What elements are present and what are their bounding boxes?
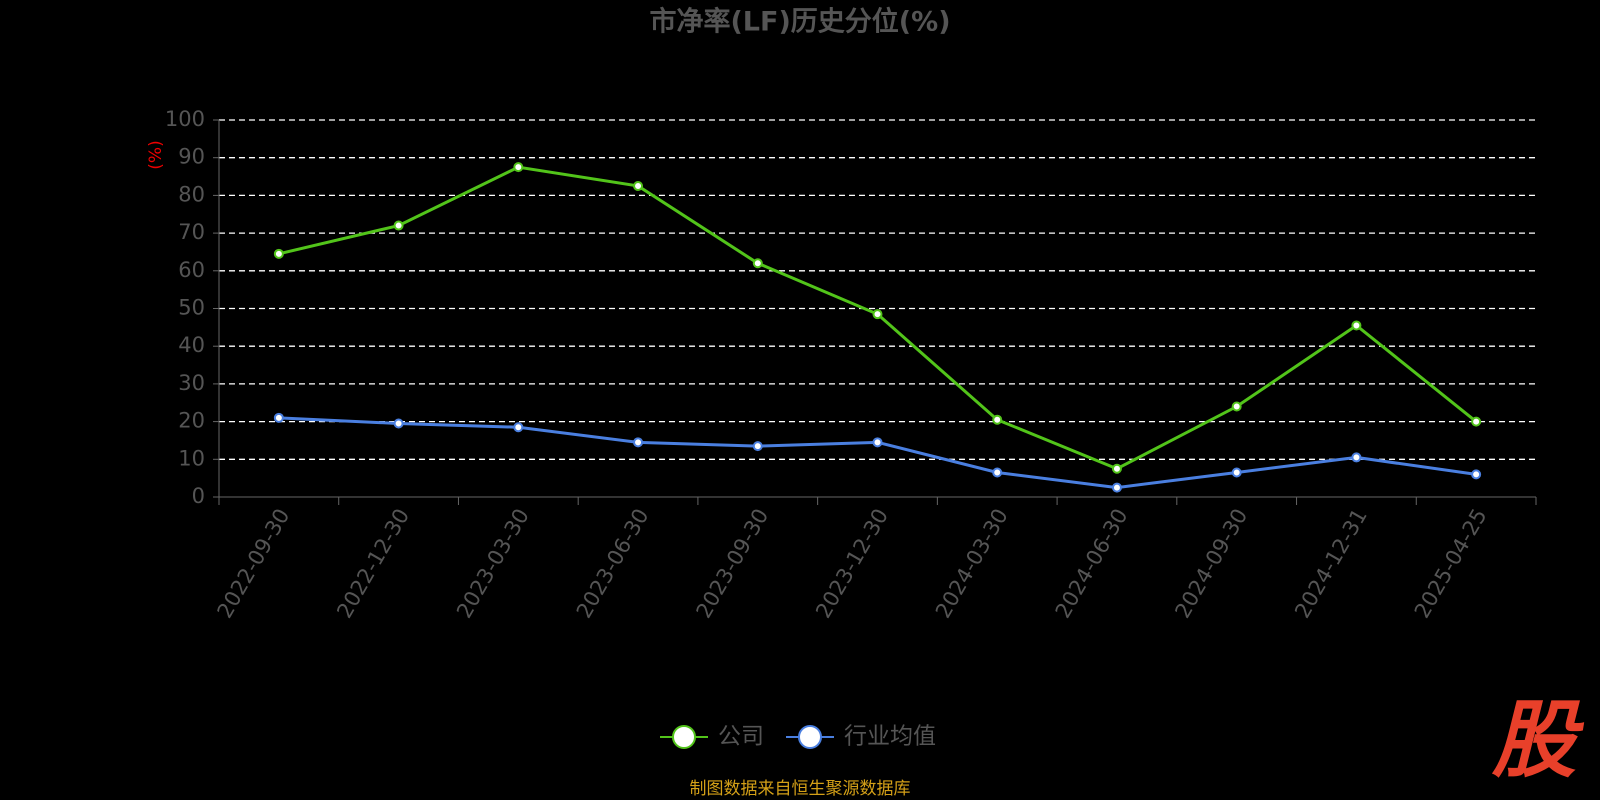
legend-label: 公司 <box>718 724 764 750</box>
data-point <box>872 309 883 320</box>
legend-label: 行业均值 <box>844 724 936 750</box>
x-tick-label: 2025-04-25 <box>1410 505 1492 623</box>
y-tick-label: 90 <box>178 145 205 169</box>
y-tick-label: 50 <box>178 296 205 320</box>
y-tick-label: 60 <box>178 258 205 282</box>
data-point <box>393 418 404 429</box>
data-point <box>633 180 644 191</box>
y-tick-label: 10 <box>178 446 205 470</box>
x-tick-label: 2023-06-30 <box>572 505 654 623</box>
data-point <box>1471 416 1482 427</box>
chart-title: 市净率(LF)历史分位(%) <box>649 6 950 38</box>
y-tick-label: 80 <box>178 182 205 206</box>
source-note: 制图数据来自恒生聚源数据库 <box>690 779 911 799</box>
data-point <box>992 414 1003 425</box>
data-point <box>1231 467 1242 478</box>
legend-marker <box>672 725 696 749</box>
data-point <box>633 437 644 448</box>
data-point <box>393 220 404 231</box>
y-tick-label: 100 <box>165 107 205 131</box>
x-tick-label: 2024-12-31 <box>1290 505 1372 623</box>
y-tick-label: 40 <box>178 333 205 357</box>
x-tick-label: 2022-12-30 <box>332 505 414 623</box>
legend-marker <box>798 725 822 749</box>
data-point <box>1111 482 1122 493</box>
data-point <box>273 412 284 423</box>
x-tick-label: 2023-03-30 <box>452 505 534 623</box>
x-tick-label: 2023-09-30 <box>691 505 773 623</box>
data-point <box>752 258 763 269</box>
x-tick-label: 2024-06-30 <box>1051 505 1133 623</box>
data-point <box>513 162 524 173</box>
series-line <box>278 416 1477 490</box>
y-tick-label: 30 <box>178 371 205 395</box>
y-tick-label: 0 <box>192 484 205 508</box>
data-point <box>992 467 1003 478</box>
data-point <box>1351 320 1362 331</box>
data-point <box>1231 401 1242 412</box>
y-tick-label: 70 <box>178 220 205 244</box>
x-tick-label: 2022-09-30 <box>213 505 295 623</box>
data-point <box>1471 469 1482 480</box>
x-tick-label: 2024-09-30 <box>1170 505 1252 623</box>
x-tick-label: 2023-12-30 <box>811 505 893 623</box>
data-point <box>752 441 763 452</box>
watermark: 股 <box>1491 691 1585 789</box>
data-point <box>1111 463 1122 474</box>
y-tick-label: 20 <box>178 409 205 433</box>
data-point <box>273 248 284 259</box>
y-axis-label: (%) <box>146 140 166 169</box>
x-tick-label: 2024-03-30 <box>931 505 1013 623</box>
data-point <box>1351 452 1362 463</box>
data-point <box>513 422 524 433</box>
data-point <box>872 437 883 448</box>
